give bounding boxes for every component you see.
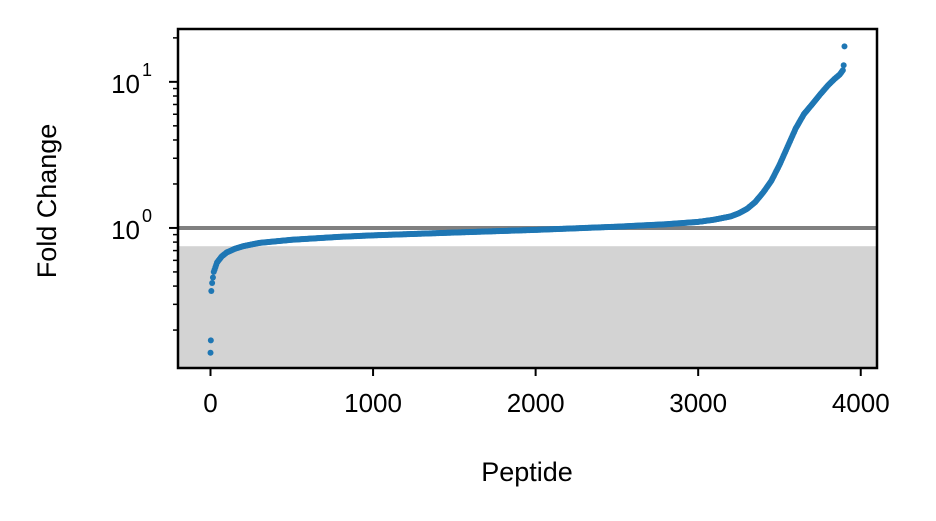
x-tick-label: 0: [203, 388, 217, 418]
x-tick-label: 2000: [507, 388, 565, 418]
y-tick-label: 10: [111, 69, 140, 99]
y-axis-label: Fold Change: [32, 124, 62, 279]
plot-frame: [176, 27, 879, 370]
y-tick-exponent: 1: [142, 60, 152, 80]
shaded-region: [178, 246, 877, 368]
data-point: [841, 43, 848, 50]
plot-area: [178, 43, 877, 368]
x-tick-label: 1000: [344, 388, 402, 418]
data-points: [207, 43, 848, 356]
data-point: [208, 288, 215, 295]
data-point: [840, 62, 847, 69]
x-tick-label: 3000: [669, 388, 727, 418]
y-tick-exponent: 0: [142, 206, 152, 226]
y-tick-label: 10: [111, 215, 140, 245]
data-point: [839, 67, 846, 74]
data-point: [209, 274, 216, 281]
data-point: [209, 279, 216, 286]
x-tick-label: 4000: [832, 388, 890, 418]
data-point: [207, 349, 214, 356]
data-point: [207, 337, 214, 344]
x-axis-label: Peptide: [481, 457, 573, 487]
